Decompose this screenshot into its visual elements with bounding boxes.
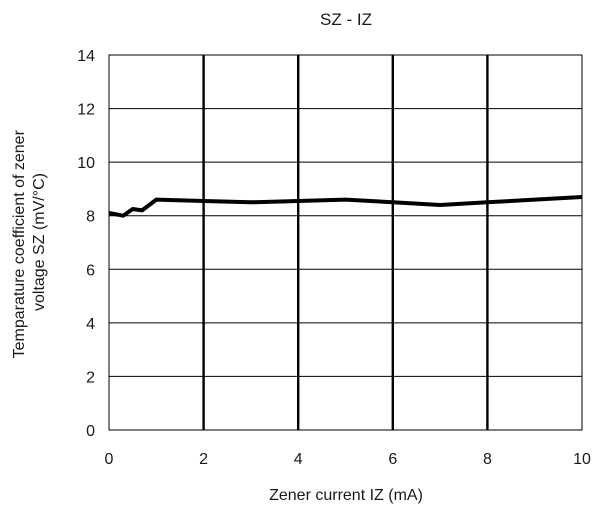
- y-axis-title-line-1: Temparature coefficient of zener: [11, 129, 28, 358]
- series-line: [108, 195, 583, 218]
- x-tick-label: 10: [573, 451, 591, 468]
- plot-frame: [108, 54, 583, 431]
- y-tick-label: 14: [77, 48, 95, 65]
- y-tick-label: 8: [86, 209, 95, 226]
- x-tick-label: 8: [483, 451, 492, 468]
- series-layer: [108, 195, 583, 218]
- y-tick-label: 6: [86, 262, 95, 279]
- chart-title: SZ - IZ: [320, 10, 372, 29]
- y-tick-label: 2: [86, 369, 95, 386]
- x-tick-label: 6: [388, 451, 397, 468]
- x-tick-label: 0: [105, 451, 114, 468]
- x-tick-label: 2: [199, 451, 208, 468]
- x-tick-label: 4: [294, 451, 303, 468]
- y-tick-label: 12: [77, 102, 95, 119]
- y-tick-label: 4: [86, 316, 95, 333]
- y-tick-label: 0: [86, 423, 95, 440]
- grid: [109, 55, 582, 430]
- y-axis-title: Temparature coefficient of zener voltage…: [11, 126, 48, 359]
- y-tick-label: 10: [77, 155, 95, 172]
- y-axis-title-line-2: voltage SZ (mV/°C): [31, 173, 48, 311]
- x-axis-title: Zener current IZ (mA): [269, 487, 423, 504]
- tick-labels: 0 2 4 6 8 10 0 2 4 6 8 10 12 14: [77, 48, 591, 468]
